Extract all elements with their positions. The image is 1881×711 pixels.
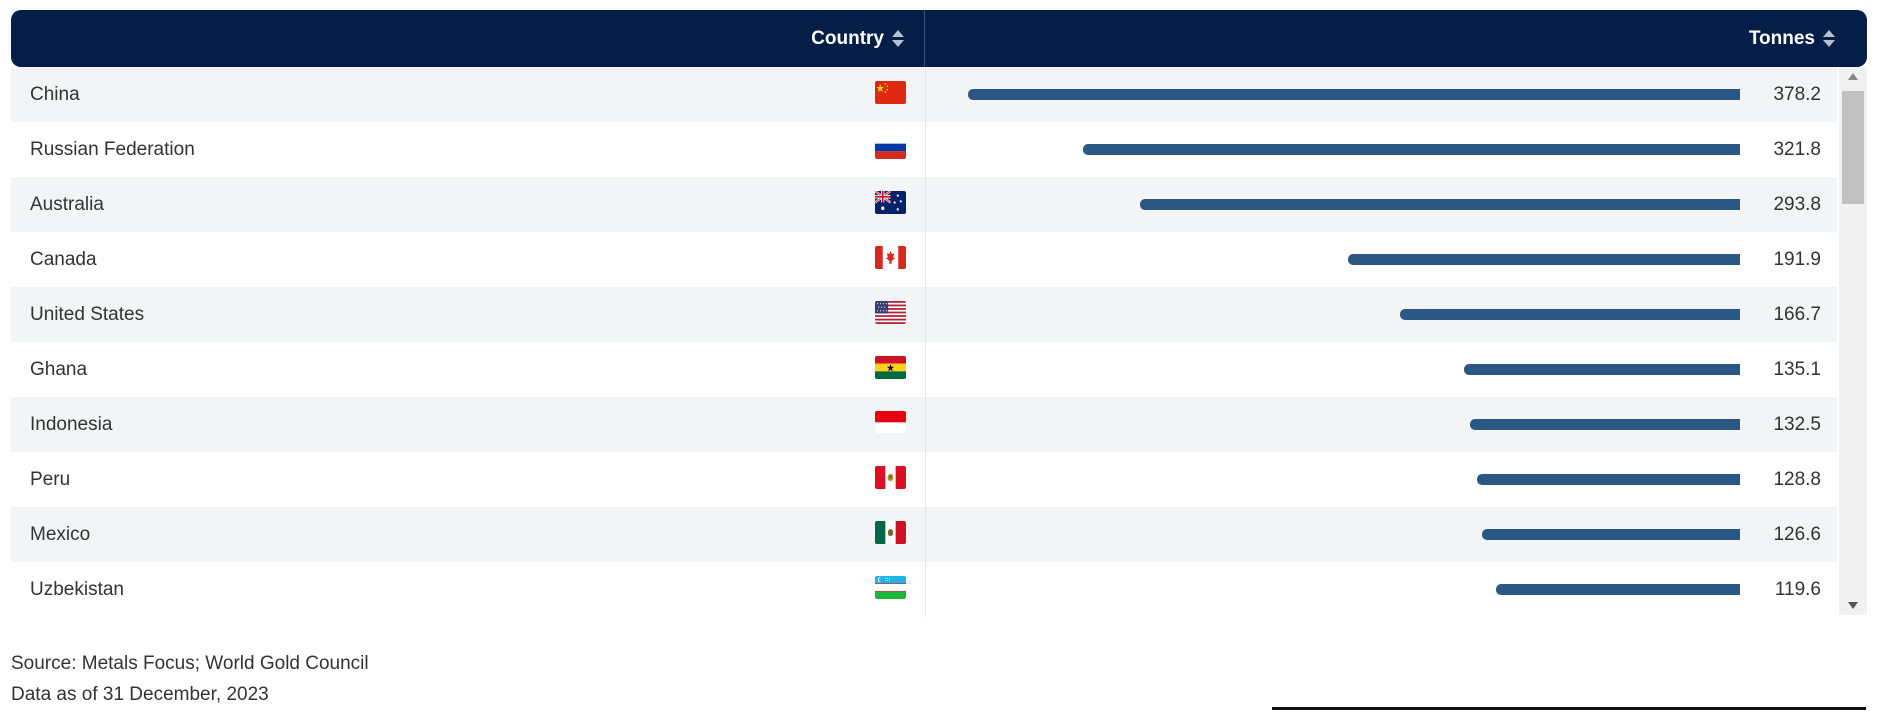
table-body: China 378.2 Russian Federation 321.8 Austral…: [11, 67, 1867, 617]
ghana-flag-icon: [875, 356, 906, 379]
column-divider: [925, 67, 926, 122]
uzbekistan-flag-icon: [875, 576, 906, 599]
china-flag-icon: [875, 81, 906, 104]
column-divider: [925, 342, 926, 397]
sort-icon[interactable]: [892, 30, 904, 47]
table-row: United States 166.7: [11, 287, 1837, 342]
table-rows: China 378.2 Russian Federation 321.8 Austral…: [11, 67, 1837, 617]
country-name: China: [30, 84, 80, 105]
scroll-down-arrow-icon[interactable]: [1848, 602, 1858, 609]
table-header: Country Tonnes: [11, 10, 1867, 67]
value-label: 378.2: [1773, 84, 1821, 105]
country-name: Mexico: [30, 524, 91, 545]
column-divider: [925, 562, 926, 617]
value-label: 128.8: [1773, 469, 1821, 490]
bar: [968, 89, 1740, 100]
mexico-flag-icon: [875, 521, 906, 544]
value-label: 126.6: [1773, 524, 1821, 545]
column-divider: [925, 507, 926, 562]
column-divider: [925, 177, 926, 232]
country-name: Peru: [30, 469, 71, 490]
country-column-header[interactable]: Country: [11, 10, 925, 67]
value-label: 132.5: [1773, 414, 1821, 435]
value-label: 166.7: [1773, 304, 1821, 325]
table-row: Australia 293.8: [11, 177, 1837, 232]
value-label: 293.8: [1773, 194, 1821, 215]
bar: [1477, 474, 1740, 485]
table-row: Uzbekistan 119.6: [11, 562, 1837, 617]
sort-icon[interactable]: [1823, 30, 1835, 47]
country-name: Indonesia: [30, 414, 113, 435]
column-divider: [925, 452, 926, 507]
country-name: Russian Federation: [30, 139, 195, 160]
data-date-note: Data as of 31 December, 2023: [11, 684, 269, 705]
bar: [1495, 584, 1740, 595]
bar: [1348, 254, 1740, 265]
value-label: 191.9: [1773, 249, 1821, 270]
tonnes-header-label: Tonnes: [1748, 27, 1815, 49]
peru-flag-icon: [875, 466, 906, 489]
country-name: Uzbekistan: [30, 579, 124, 600]
column-divider: [925, 397, 926, 452]
table-row: Mexico 126.6: [11, 507, 1837, 562]
chart-footer: Source: Metals Focus; World Gold Council…: [11, 648, 369, 710]
bar: [1464, 364, 1740, 375]
table-row: Peru 128.8: [11, 452, 1837, 507]
column-divider: [925, 287, 926, 342]
column-divider: [925, 232, 926, 287]
tonnes-column-header[interactable]: Tonnes: [926, 10, 1867, 67]
country-name: Ghana: [30, 359, 88, 380]
vertical-scrollbar[interactable]: [1839, 67, 1867, 615]
bar: [1481, 529, 1740, 540]
scroll-up-arrow-icon[interactable]: [1848, 73, 1858, 80]
russia-flag-icon: [875, 136, 906, 159]
value-label: 119.6: [1774, 579, 1821, 600]
table-row: Russian Federation 321.8: [11, 122, 1837, 177]
country-header-label: Country: [811, 27, 884, 49]
country-name: Canada: [30, 249, 97, 270]
indonesia-flag-icon: [875, 411, 906, 434]
table-row: China 378.2: [11, 67, 1837, 122]
footer-divider: [1272, 707, 1866, 710]
bar: [1140, 199, 1740, 210]
gold-production-table: Country Tonnes China 378.2 Russian Federat…: [11, 10, 1867, 617]
table-row: Ghana 135.1: [11, 342, 1837, 397]
column-divider: [925, 122, 926, 177]
bar: [1469, 419, 1740, 430]
bar: [1083, 144, 1740, 155]
value-label: 321.8: [1773, 139, 1821, 160]
table-row: Indonesia 132.5: [11, 397, 1837, 452]
australia-flag-icon: [875, 191, 906, 214]
canada-flag-icon: [875, 246, 906, 269]
table-row: Canada 191.9: [11, 232, 1837, 287]
united-states-flag-icon: [875, 301, 906, 324]
value-label: 135.1: [1773, 359, 1821, 380]
country-name: United States: [30, 304, 145, 325]
bar: [1399, 309, 1740, 320]
source-note: Source: Metals Focus; World Gold Council: [11, 653, 369, 674]
scrollbar-thumb[interactable]: [1842, 91, 1864, 204]
country-name: Australia: [30, 194, 104, 215]
